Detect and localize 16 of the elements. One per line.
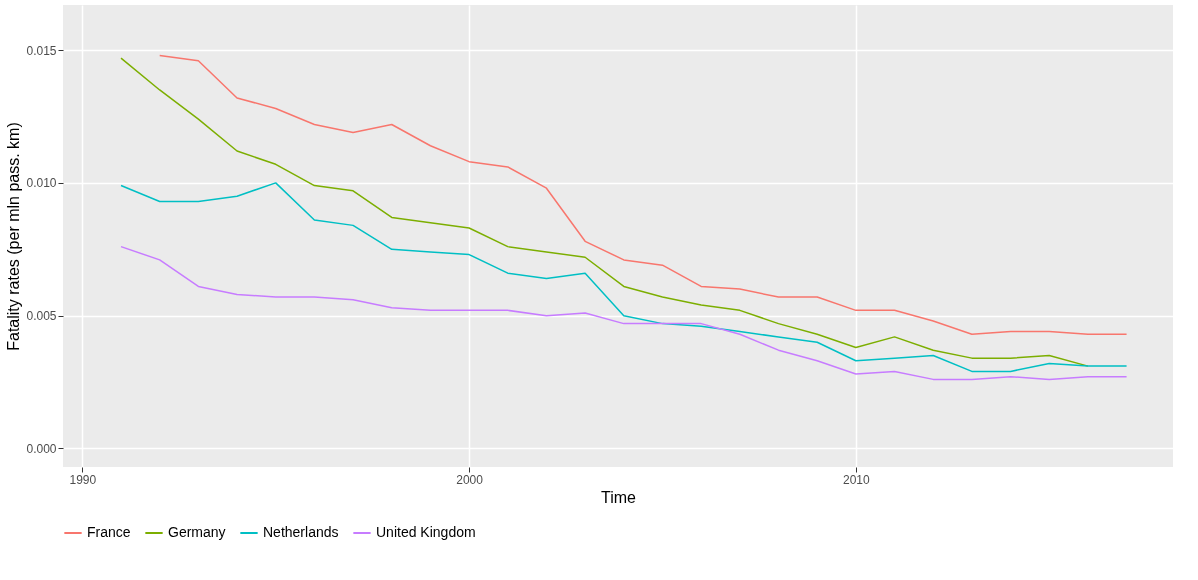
x-tick-label: 2000 <box>456 472 484 487</box>
x-tick-label: 2010 <box>843 472 871 487</box>
legend-label: Netherlands <box>263 524 339 540</box>
y-tick-label: 0.005 <box>26 309 57 324</box>
x-axis-title: Time <box>601 488 637 506</box>
line-series <box>158 54 1128 335</box>
y-tick-label: 0.000 <box>26 441 57 456</box>
legend-label: France <box>87 524 131 540</box>
line-series <box>120 245 1128 381</box>
legend-label: United Kingdom <box>376 524 476 540</box>
y-axis-title: Fatality rates (per mln pass. km) <box>5 122 23 351</box>
y-tick-label: 0.010 <box>26 176 57 191</box>
x-tick-label: 1990 <box>69 472 97 487</box>
y-tick-label: 0.015 <box>26 43 57 58</box>
legend-label: Germany <box>168 524 226 540</box>
line-series <box>120 182 1128 373</box>
